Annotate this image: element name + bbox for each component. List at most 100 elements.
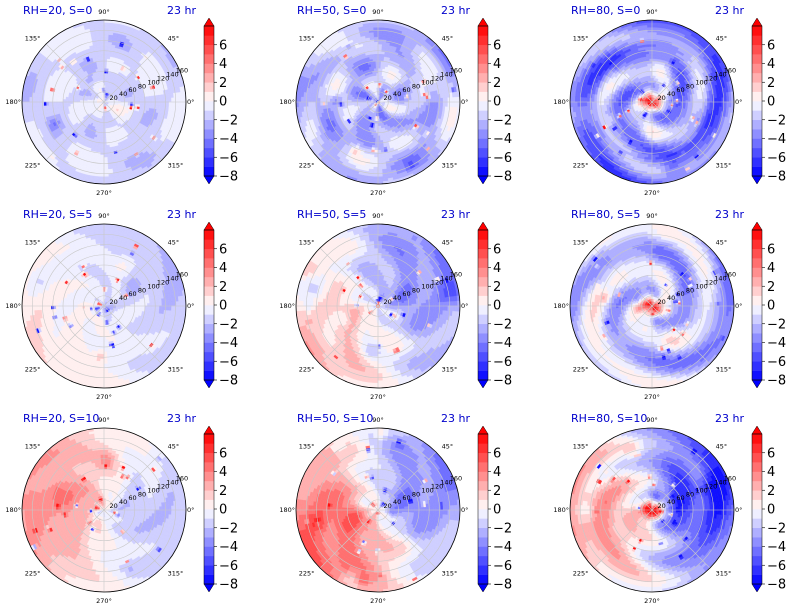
heatmap-cell xyxy=(45,101,49,107)
heatmap-cell xyxy=(100,55,105,59)
heatmap-cell xyxy=(103,24,110,28)
heatmap-cell xyxy=(38,97,42,103)
heatmap-cell xyxy=(151,101,155,106)
panel-title: RH=50, S=0 xyxy=(297,4,366,17)
colorbar-segment xyxy=(204,72,214,83)
heatmap-cell xyxy=(103,169,109,173)
colorbar-segment xyxy=(204,101,214,111)
heatmap-cell xyxy=(103,41,109,45)
heatmap-cell xyxy=(377,140,381,144)
heatmap-cell xyxy=(100,147,105,151)
heatmap-cell xyxy=(336,101,340,105)
heatmap-cell xyxy=(142,99,146,103)
heatmap-cell xyxy=(99,169,105,173)
heatmap-cell xyxy=(103,63,107,67)
colorbar-segment xyxy=(204,35,214,46)
panel-title: RH=20, S=0 xyxy=(23,4,92,17)
heatmap-cell xyxy=(103,149,108,153)
heatmap-cell xyxy=(373,135,377,139)
heatmap-cell xyxy=(106,63,110,67)
heatmap-cell xyxy=(103,174,110,177)
heatmap-cell xyxy=(53,98,57,103)
polar-grid xyxy=(21,19,187,185)
heatmap-cell xyxy=(139,99,143,103)
heatmap-cell xyxy=(98,137,102,141)
heatmap-cell xyxy=(168,97,172,103)
heatmap-cell xyxy=(413,101,417,105)
heatmap-cell xyxy=(151,98,155,103)
heatmap-cell xyxy=(53,101,57,106)
angle-tick-label: 225° xyxy=(25,162,41,170)
heatmap-cell xyxy=(103,145,108,149)
colorbar-segment xyxy=(204,119,214,130)
heatmap-cell xyxy=(339,96,343,100)
heatmap-cell xyxy=(159,97,163,103)
heatmap-cell xyxy=(103,164,109,168)
heatmap-cell xyxy=(411,103,415,107)
heatmap-cell xyxy=(24,96,28,103)
colorbar-segment xyxy=(204,26,214,36)
angle-tick-label: 0° xyxy=(187,98,194,106)
heatmap-cell xyxy=(413,104,417,108)
heatmap-cell xyxy=(65,96,69,100)
colorbar-tick-label: 4 xyxy=(219,57,227,72)
heatmap-cell xyxy=(103,34,109,38)
colorbar-extend-max xyxy=(203,17,215,27)
colorbar-tick-label: 6 xyxy=(219,38,227,53)
heatmap-cell xyxy=(100,149,105,153)
heatmap-cell xyxy=(180,101,184,108)
heatmap-cell xyxy=(101,60,105,64)
heatmap-cell xyxy=(99,36,105,40)
heatmap-cell xyxy=(26,101,30,108)
heatmap-cell xyxy=(176,101,179,108)
colorbar-segment xyxy=(204,157,214,167)
heatmap-cell xyxy=(98,22,105,26)
heatmap-cell xyxy=(29,101,32,108)
heatmap-cell xyxy=(372,137,376,141)
heatmap-cell xyxy=(341,97,345,101)
heatmap-cell xyxy=(159,101,163,106)
heatmap-cell xyxy=(103,159,109,163)
heatmap-cell xyxy=(100,51,105,55)
colorbar-segment xyxy=(204,82,214,92)
heatmap-cell xyxy=(48,98,52,103)
heatmap-cell xyxy=(36,101,40,107)
heatmap-cell xyxy=(101,140,105,144)
heatmap-cell xyxy=(413,99,417,103)
radial-tick-label: 40 xyxy=(119,90,127,98)
heatmap-cell xyxy=(98,27,105,30)
heatmap-cell xyxy=(62,101,66,105)
radial-tick-label: 80 xyxy=(138,82,146,90)
heatmap-cell xyxy=(29,96,32,103)
radial-tick-label: 20 xyxy=(109,94,117,102)
heatmap-cell xyxy=(178,96,182,103)
colorbar-tick-label: −4 xyxy=(219,132,238,147)
heatmap-cell xyxy=(99,41,105,45)
heatmap-cell xyxy=(103,53,108,57)
heatmap-cell xyxy=(161,97,165,103)
colorbar-segment xyxy=(204,63,214,74)
heatmap-cell xyxy=(103,27,110,30)
heatmap-cell xyxy=(100,145,105,149)
heatmap-cell xyxy=(103,140,107,144)
heatmap-cell xyxy=(103,60,107,64)
colorbar-tick-label: −6 xyxy=(219,151,238,166)
heatmap-cell xyxy=(43,97,47,103)
heatmap-cell xyxy=(171,101,175,107)
angle-tick-label: 180° xyxy=(5,98,21,106)
heatmap-cell xyxy=(103,22,110,26)
heatmap-cell xyxy=(33,101,37,107)
heatmap-cell xyxy=(380,63,384,67)
heatmap-cell xyxy=(98,178,105,182)
heatmap-cell xyxy=(24,101,28,108)
colorbar-tick-label: −2 xyxy=(219,113,238,128)
heatmap-cell xyxy=(377,60,381,64)
heatmap-cell xyxy=(105,65,109,69)
angle-tick-label: 270° xyxy=(96,189,112,197)
heatmap-cell xyxy=(375,60,379,64)
heatmap-cell xyxy=(156,98,160,103)
angle-tick-label: 90° xyxy=(98,8,110,16)
panel-time: 23 hr xyxy=(167,4,196,17)
heatmap-cell xyxy=(103,46,108,50)
